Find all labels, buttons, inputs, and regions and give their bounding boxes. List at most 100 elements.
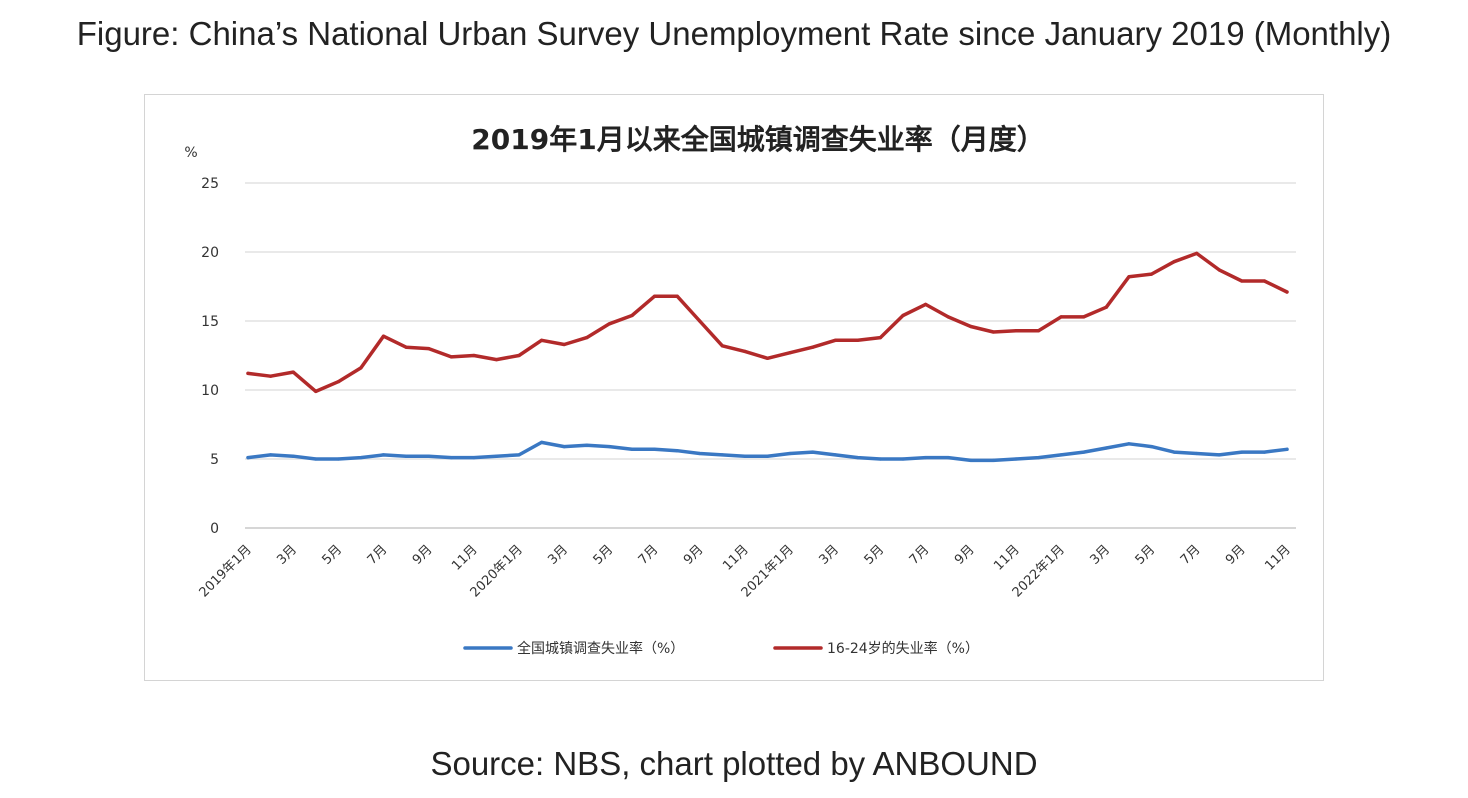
data-point <box>1240 279 1244 283</box>
data-point <box>427 347 431 351</box>
series-lines <box>246 251 1289 463</box>
legend: 全国城镇调查失业率（%） 16-24岁的失业率（%） <box>463 640 979 657</box>
data-point <box>427 454 431 458</box>
data-point <box>1149 445 1154 449</box>
x-tick-label: 11月 <box>449 542 480 573</box>
data-point <box>878 336 883 340</box>
data-point <box>607 322 611 326</box>
data-point <box>359 456 363 460</box>
data-point <box>336 380 340 384</box>
data-point <box>269 374 273 378</box>
x-tick-label: 3月 <box>816 542 842 568</box>
data-point <box>472 353 476 358</box>
data-point <box>404 454 408 458</box>
x-tick-label: 7月 <box>1178 542 1204 568</box>
y-axis-ticks: 0 5 10 15 20 25 <box>201 176 219 537</box>
data-point <box>1014 329 1018 333</box>
data-point <box>969 324 973 329</box>
data-point <box>472 456 476 460</box>
data-point <box>788 351 792 355</box>
data-point <box>630 313 634 318</box>
x-tick-label: 7月 <box>636 542 662 568</box>
data-point <box>1285 290 1289 294</box>
x-tick-label: 5月 <box>1133 542 1159 568</box>
data-point <box>720 344 724 348</box>
data-point <box>698 319 702 323</box>
legend-label: 16-24岁的失业率（%） <box>827 640 979 657</box>
x-tick-label: 11月 <box>991 542 1022 573</box>
data-point <box>811 345 815 349</box>
x-tick-label: 3月 <box>274 542 300 568</box>
data-point <box>1036 456 1041 460</box>
x-tick-label: 5月 <box>591 542 617 568</box>
data-point <box>765 454 770 458</box>
data-point <box>1172 260 1176 264</box>
data-point <box>969 458 973 462</box>
x-tick-label: 7月 <box>365 542 391 568</box>
data-point <box>991 330 996 334</box>
data-point <box>381 453 386 457</box>
data-point <box>1014 457 1018 461</box>
data-point <box>517 353 521 358</box>
data-point <box>1082 450 1086 454</box>
data-point <box>946 315 950 319</box>
data-point <box>359 366 363 370</box>
data-point <box>1217 268 1221 272</box>
data-point <box>562 342 566 347</box>
data-point <box>1059 315 1063 319</box>
data-point <box>1127 442 1131 446</box>
data-point <box>1262 450 1266 454</box>
data-point <box>743 454 747 458</box>
data-point <box>494 454 499 458</box>
x-tick-label: 11月 <box>720 542 751 573</box>
data-point <box>720 453 724 457</box>
y-tick-label: 15 <box>201 314 219 330</box>
data-point <box>1217 453 1221 457</box>
data-point <box>1172 450 1176 454</box>
data-point <box>743 349 747 353</box>
data-point <box>788 451 792 456</box>
data-point <box>991 458 996 462</box>
data-point <box>698 451 702 456</box>
data-point <box>878 457 883 461</box>
x-tick-label: 3月 <box>1087 542 1113 568</box>
data-point <box>901 313 905 318</box>
data-point <box>314 457 318 461</box>
x-tick-label: 9月 <box>1223 542 1249 568</box>
data-point <box>562 445 566 449</box>
data-point <box>449 355 453 359</box>
x-tick-label: 7月 <box>907 542 933 568</box>
y-axis-unit-label: % <box>184 145 197 161</box>
data-point <box>291 370 295 374</box>
data-point <box>585 443 589 447</box>
data-point <box>291 454 295 458</box>
source-note: Source: NBS, chart plotted by ANBOUND <box>430 745 1038 782</box>
x-tick-label: 9月 <box>410 542 436 568</box>
y-tick-label: 10 <box>201 383 219 399</box>
data-point <box>833 338 837 342</box>
data-point <box>246 371 250 375</box>
data-point <box>246 456 250 460</box>
data-point <box>675 294 679 298</box>
data-point <box>517 453 521 457</box>
data-point <box>585 336 589 340</box>
data-point <box>1082 315 1086 319</box>
data-point <box>1104 446 1108 450</box>
data-point <box>675 449 679 453</box>
data-point <box>1036 329 1041 333</box>
x-tick-label: 5月 <box>862 542 888 568</box>
y-tick-label: 25 <box>201 176 219 192</box>
data-point <box>1285 447 1289 451</box>
unemployment-line-chart: 2019年1月以来全国城镇调查失业率（月度） % 0 5 10 15 20 25 2019… <box>184 123 1296 657</box>
x-tick-label: 9月 <box>681 542 707 568</box>
data-point <box>1195 451 1199 456</box>
chart-title: 2019年1月以来全国城镇调查失业率（月度） <box>471 123 1044 156</box>
data-point <box>607 445 611 449</box>
data-point <box>449 456 453 460</box>
data-point <box>1127 275 1131 279</box>
x-tick-label: 11月 <box>1262 542 1293 573</box>
data-point <box>653 294 657 298</box>
x-tick-label: 9月 <box>952 542 978 568</box>
data-point <box>1240 450 1244 454</box>
